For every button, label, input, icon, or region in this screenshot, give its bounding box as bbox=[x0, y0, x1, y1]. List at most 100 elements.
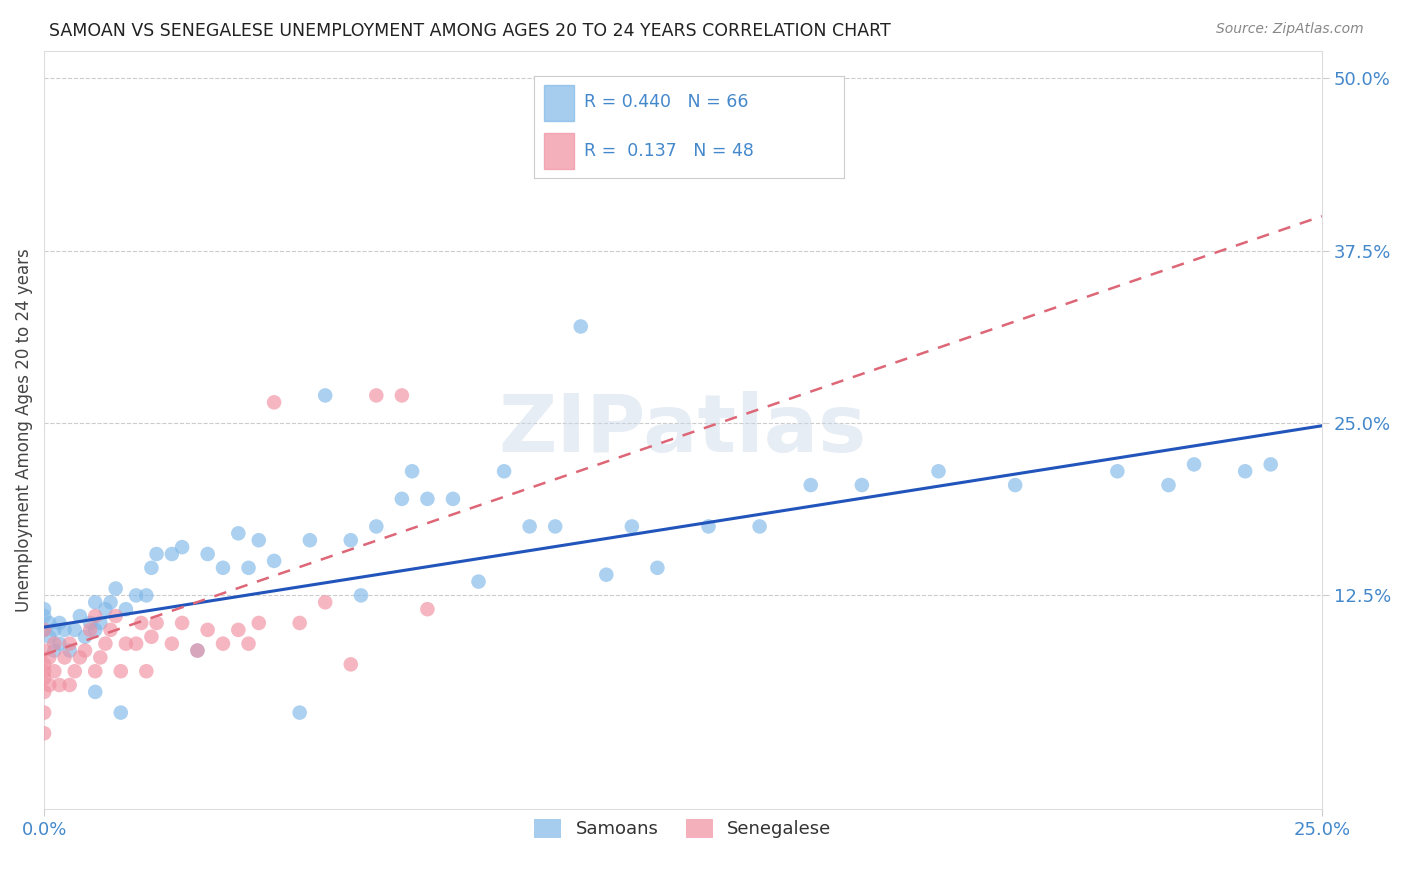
Point bbox=[247, 533, 270, 548]
Point bbox=[145, 615, 167, 630]
Point bbox=[238, 561, 260, 575]
Point bbox=[94, 602, 117, 616]
Point bbox=[247, 615, 270, 630]
Bar bbox=[544, 85, 575, 121]
Point bbox=[94, 637, 117, 651]
Point bbox=[401, 464, 423, 478]
Text: SAMOAN VS SENEGALESE UNEMPLOYMENT AMONG AGES 20 TO 24 YEARS CORRELATION CHART: SAMOAN VS SENEGALESE UNEMPLOYMENT AMONG … bbox=[49, 22, 891, 40]
Point bbox=[53, 623, 76, 637]
Point bbox=[160, 637, 183, 651]
Point bbox=[44, 623, 66, 637]
Point bbox=[59, 678, 82, 692]
Point bbox=[697, 519, 720, 533]
Point bbox=[1004, 478, 1026, 492]
Point bbox=[288, 615, 311, 630]
Point bbox=[48, 615, 70, 630]
Point bbox=[32, 671, 55, 685]
Point bbox=[32, 643, 55, 657]
Point bbox=[59, 637, 82, 651]
Y-axis label: Unemployment Among Ages 20 to 24 years: Unemployment Among Ages 20 to 24 years bbox=[15, 248, 32, 612]
Point bbox=[38, 630, 60, 644]
Point bbox=[84, 623, 107, 637]
Point bbox=[73, 643, 96, 657]
Point bbox=[38, 615, 60, 630]
Point bbox=[69, 609, 91, 624]
Point bbox=[69, 650, 91, 665]
Point bbox=[1157, 478, 1180, 492]
Point bbox=[569, 319, 592, 334]
Legend: Samoans, Senegalese: Samoans, Senegalese bbox=[527, 812, 839, 846]
Point bbox=[84, 685, 107, 699]
Point bbox=[73, 630, 96, 644]
Point bbox=[32, 665, 55, 679]
Point bbox=[32, 706, 55, 720]
Point bbox=[391, 388, 413, 402]
Point bbox=[100, 623, 122, 637]
Point bbox=[104, 582, 127, 596]
Point bbox=[350, 588, 373, 602]
Point bbox=[228, 623, 250, 637]
Point bbox=[44, 643, 66, 657]
Point bbox=[135, 588, 157, 602]
Point bbox=[145, 547, 167, 561]
Text: R =  0.137   N = 48: R = 0.137 N = 48 bbox=[583, 142, 754, 160]
Point bbox=[32, 602, 55, 616]
Point bbox=[172, 540, 194, 554]
Point bbox=[160, 547, 183, 561]
Point bbox=[84, 665, 107, 679]
Point bbox=[339, 533, 361, 548]
Point bbox=[1234, 464, 1257, 478]
Point bbox=[38, 678, 60, 692]
Point bbox=[263, 554, 285, 568]
Point bbox=[32, 609, 55, 624]
Point bbox=[441, 491, 464, 506]
Point bbox=[110, 665, 132, 679]
Point bbox=[228, 526, 250, 541]
Point bbox=[63, 665, 86, 679]
Point bbox=[298, 533, 321, 548]
Point bbox=[135, 665, 157, 679]
Point bbox=[53, 650, 76, 665]
Point bbox=[186, 643, 208, 657]
Point bbox=[197, 547, 219, 561]
Point bbox=[186, 643, 208, 657]
Point bbox=[32, 623, 55, 637]
Point bbox=[212, 637, 235, 651]
Point bbox=[467, 574, 489, 589]
Text: R = 0.440   N = 66: R = 0.440 N = 66 bbox=[583, 94, 748, 112]
Point bbox=[391, 491, 413, 506]
Point bbox=[89, 615, 111, 630]
Point bbox=[339, 657, 361, 672]
Point bbox=[748, 519, 770, 533]
Point bbox=[38, 650, 60, 665]
Point bbox=[141, 630, 163, 644]
Bar bbox=[544, 133, 575, 169]
Point bbox=[1260, 458, 1282, 472]
Text: ZIPatlas: ZIPatlas bbox=[499, 391, 868, 469]
Point bbox=[800, 478, 823, 492]
Point bbox=[544, 519, 567, 533]
Point bbox=[115, 637, 138, 651]
Point bbox=[32, 726, 55, 740]
Point bbox=[366, 388, 388, 402]
Point bbox=[141, 561, 163, 575]
Point bbox=[212, 561, 235, 575]
Point bbox=[32, 623, 55, 637]
Point bbox=[314, 388, 336, 402]
Point bbox=[125, 588, 148, 602]
Point bbox=[104, 609, 127, 624]
Point bbox=[44, 665, 66, 679]
Point bbox=[44, 637, 66, 651]
Point bbox=[1182, 458, 1205, 472]
Point bbox=[59, 643, 82, 657]
Point bbox=[595, 567, 617, 582]
Point bbox=[647, 561, 669, 575]
Point bbox=[32, 685, 55, 699]
Point bbox=[851, 478, 873, 492]
Point bbox=[79, 615, 101, 630]
Point bbox=[519, 519, 541, 533]
Point bbox=[416, 602, 439, 616]
Point bbox=[288, 706, 311, 720]
Point bbox=[263, 395, 285, 409]
Point bbox=[928, 464, 950, 478]
